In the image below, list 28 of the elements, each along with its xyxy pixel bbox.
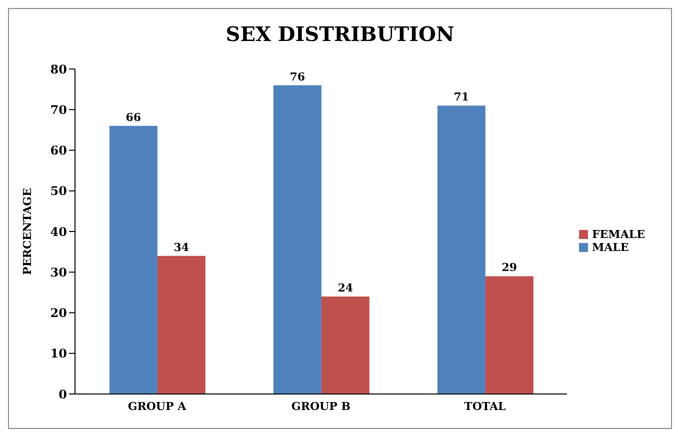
bar bbox=[437, 106, 486, 394]
y-tick-label: 20 bbox=[50, 306, 67, 320]
data-label: 71 bbox=[454, 90, 470, 104]
data-label: 29 bbox=[502, 261, 518, 274]
legend-label: MALE bbox=[592, 240, 629, 254]
data-label: 66 bbox=[126, 110, 142, 124]
x-tick-label: GROUP A bbox=[128, 400, 187, 413]
bar bbox=[273, 85, 322, 394]
y-axis-title: PERCENTAGE bbox=[20, 188, 34, 275]
y-tick-label: 60 bbox=[50, 144, 67, 158]
chart-title: SEX DISTRIBUTION bbox=[224, 21, 456, 48]
data-label: 34 bbox=[174, 240, 190, 254]
y-tick-label: 0 bbox=[58, 387, 67, 402]
y-tick-label: 50 bbox=[50, 184, 67, 198]
bar bbox=[157, 256, 206, 394]
x-tick-label: GROUP B bbox=[291, 400, 351, 413]
bar bbox=[109, 126, 158, 394]
bar bbox=[485, 276, 534, 394]
data-label: 76 bbox=[290, 70, 306, 84]
x-tick-label: TOTAL bbox=[464, 400, 506, 413]
data-label: 24 bbox=[338, 282, 354, 294]
y-tick-label: 80 bbox=[50, 62, 67, 76]
y-tick-label: 10 bbox=[50, 346, 67, 361]
y-tick-label: 40 bbox=[50, 224, 67, 239]
y-tick-label: 70 bbox=[50, 102, 67, 117]
legend-label: FEMALE bbox=[592, 228, 645, 240]
y-tick-label: 30 bbox=[50, 265, 67, 280]
bar bbox=[321, 296, 370, 394]
